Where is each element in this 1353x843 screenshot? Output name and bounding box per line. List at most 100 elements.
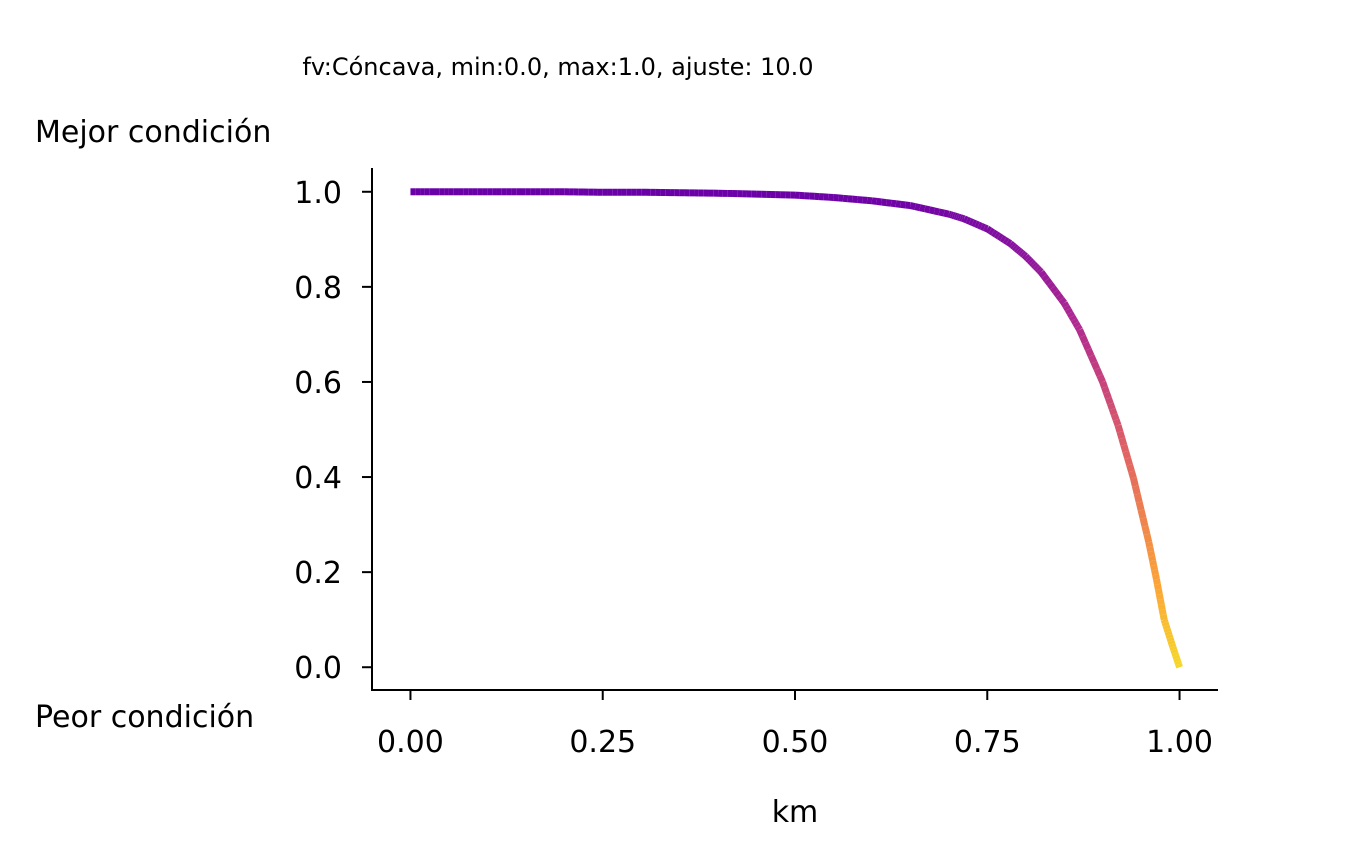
y-label-top: Mejor condición bbox=[35, 115, 271, 150]
line-segment bbox=[1036, 267, 1044, 275]
line-segment bbox=[1068, 314, 1077, 322]
line-segment bbox=[962, 215, 969, 224]
line-segment bbox=[900, 200, 906, 209]
y-tick-label: 1.0 bbox=[294, 176, 342, 211]
line-segment bbox=[1107, 402, 1116, 411]
line-segment bbox=[919, 204, 926, 213]
line-segment bbox=[1155, 593, 1164, 601]
line-segment bbox=[1074, 324, 1083, 332]
line-segment bbox=[999, 235, 1007, 243]
line-segment bbox=[1038, 270, 1047, 279]
line-segment bbox=[1165, 633, 1174, 639]
line-segment bbox=[955, 213, 960, 221]
line-segment bbox=[1159, 613, 1168, 621]
line-segment bbox=[965, 216, 972, 225]
line-segment bbox=[1055, 293, 1065, 302]
line-segment bbox=[1158, 608, 1167, 616]
line-segment bbox=[1147, 550, 1156, 557]
line-segment bbox=[1166, 636, 1175, 642]
line-segment bbox=[1046, 281, 1056, 290]
line-segment bbox=[1090, 360, 1101, 371]
line-segment bbox=[1153, 578, 1161, 585]
line-segment bbox=[1141, 525, 1151, 535]
line-segment bbox=[1162, 624, 1171, 630]
y-label-bottom: Peor condición bbox=[35, 700, 254, 735]
line-segment bbox=[1168, 642, 1177, 648]
line-segment bbox=[1099, 380, 1108, 389]
line-segment bbox=[1174, 660, 1182, 666]
line-segment bbox=[1093, 367, 1103, 377]
line-segment bbox=[1101, 386, 1110, 394]
line-segment bbox=[1108, 407, 1118, 416]
line-segment bbox=[1032, 263, 1040, 271]
line-segment bbox=[1164, 630, 1173, 636]
line-segment bbox=[871, 197, 878, 205]
line-segment bbox=[1153, 583, 1162, 591]
line-segment bbox=[1072, 321, 1081, 329]
line-segment bbox=[1129, 477, 1139, 487]
line-segment bbox=[1156, 598, 1165, 606]
line-segment bbox=[1015, 247, 1023, 255]
line-segment bbox=[1096, 374, 1106, 384]
line-segment bbox=[953, 212, 958, 220]
x-tick-label: 0.50 bbox=[762, 725, 829, 760]
line-segment bbox=[1172, 654, 1180, 660]
line-segment bbox=[1131, 485, 1141, 495]
line-segment bbox=[1025, 255, 1033, 263]
line-segment bbox=[1030, 261, 1038, 269]
line-segment bbox=[895, 200, 902, 208]
line-segment bbox=[1137, 509, 1147, 519]
line-segment bbox=[996, 233, 1004, 242]
line-segment bbox=[1052, 289, 1062, 298]
line-segment bbox=[1105, 397, 1114, 405]
line-segment bbox=[1120, 444, 1130, 453]
x-tick-label: 0.25 bbox=[569, 725, 636, 760]
line-segment bbox=[1064, 307, 1073, 315]
line-segment bbox=[977, 221, 983, 230]
line-segment bbox=[890, 199, 897, 208]
line-segment bbox=[971, 219, 978, 228]
line-segment bbox=[947, 210, 952, 219]
line-segment bbox=[1011, 244, 1019, 252]
line-segment bbox=[1010, 242, 1017, 250]
line-segment bbox=[1087, 354, 1098, 364]
chart-title: fv:Cóncava, min:0.0, max:1.0, ajuste: 10… bbox=[302, 53, 813, 81]
line-segment bbox=[949, 211, 954, 219]
x-axis-label: km bbox=[772, 795, 819, 830]
line-segment bbox=[1128, 470, 1137, 479]
y-tick-label: 0.0 bbox=[294, 651, 342, 686]
line-segment bbox=[1149, 560, 1158, 567]
line-segment bbox=[1044, 277, 1053, 286]
line-segment bbox=[1148, 555, 1157, 562]
line-segment bbox=[959, 214, 964, 222]
line-segment bbox=[1163, 627, 1172, 633]
line-segment bbox=[914, 203, 921, 212]
line-segment bbox=[957, 213, 962, 222]
line-segment bbox=[1002, 236, 1010, 245]
line-segment bbox=[876, 197, 882, 206]
line-segment bbox=[1152, 573, 1160, 580]
line-segment bbox=[1027, 257, 1034, 265]
line-segment bbox=[1139, 517, 1149, 527]
line-segment bbox=[961, 214, 966, 223]
y-ticks: 0.0 0.2 0.4 0.6 0.8 1.0 bbox=[294, 176, 372, 686]
line-segment bbox=[968, 218, 975, 226]
y-tick-label: 0.6 bbox=[294, 366, 342, 401]
line-segment bbox=[938, 208, 945, 217]
line-segment bbox=[991, 229, 998, 238]
line-segment bbox=[1160, 618, 1169, 624]
line-segment bbox=[905, 201, 911, 210]
line-segment bbox=[1114, 424, 1124, 433]
line-segment bbox=[1116, 430, 1126, 440]
line-segment bbox=[1058, 297, 1067, 306]
line-segment bbox=[1124, 457, 1133, 466]
line-segment bbox=[985, 225, 993, 234]
line-segment bbox=[1145, 541, 1154, 548]
line-segment bbox=[988, 227, 995, 236]
line-segment bbox=[1122, 450, 1131, 460]
line-segment bbox=[1066, 311, 1075, 319]
line-segment bbox=[909, 202, 916, 211]
line-segment bbox=[1034, 265, 1042, 273]
line-segment bbox=[1061, 301, 1070, 309]
line-segment bbox=[924, 205, 931, 214]
